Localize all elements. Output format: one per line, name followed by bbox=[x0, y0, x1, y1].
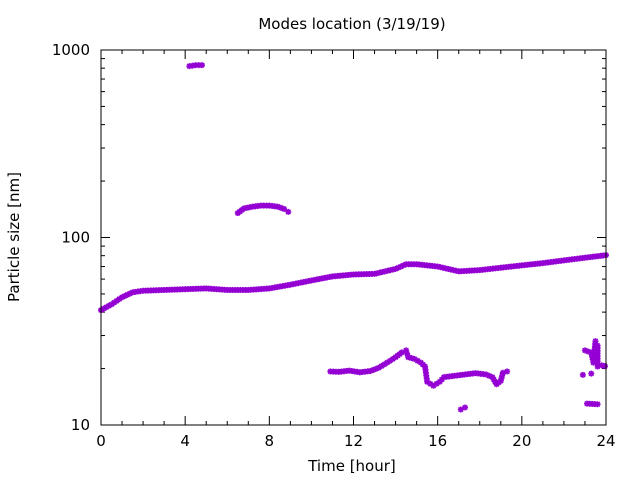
x-tick-label: 0 bbox=[96, 432, 106, 450]
x-tick-label: 12 bbox=[344, 432, 363, 450]
y-tick-label: 1000 bbox=[52, 41, 90, 59]
data-point bbox=[594, 401, 601, 408]
y-tick-label: 100 bbox=[61, 229, 90, 247]
data-points bbox=[98, 62, 609, 413]
chart-title: Modes location (3/19/19) bbox=[258, 15, 445, 33]
y-axis-label: Particle size [nm] bbox=[5, 172, 23, 302]
data-point bbox=[504, 368, 511, 375]
x-tick-label: 20 bbox=[512, 432, 531, 450]
data-point bbox=[588, 370, 595, 377]
data-point bbox=[281, 205, 288, 212]
data-point bbox=[462, 404, 469, 411]
axis-ticks: 0 4 8 12 16 20 24 10 100 1000 bbox=[52, 41, 616, 450]
x-tick-label: 24 bbox=[596, 432, 615, 450]
data-point bbox=[601, 363, 608, 370]
x-tick-label: 16 bbox=[428, 432, 447, 450]
plot-frame bbox=[100, 49, 607, 426]
data-point bbox=[199, 62, 205, 69]
y-tick-label: 10 bbox=[71, 416, 90, 434]
x-axis-label: Time [hour] bbox=[307, 457, 396, 475]
data-point bbox=[579, 371, 586, 378]
data-point bbox=[592, 338, 599, 345]
x-tick-label: 4 bbox=[180, 432, 190, 450]
data-point bbox=[285, 208, 292, 215]
x-tick-label: 8 bbox=[265, 432, 275, 450]
